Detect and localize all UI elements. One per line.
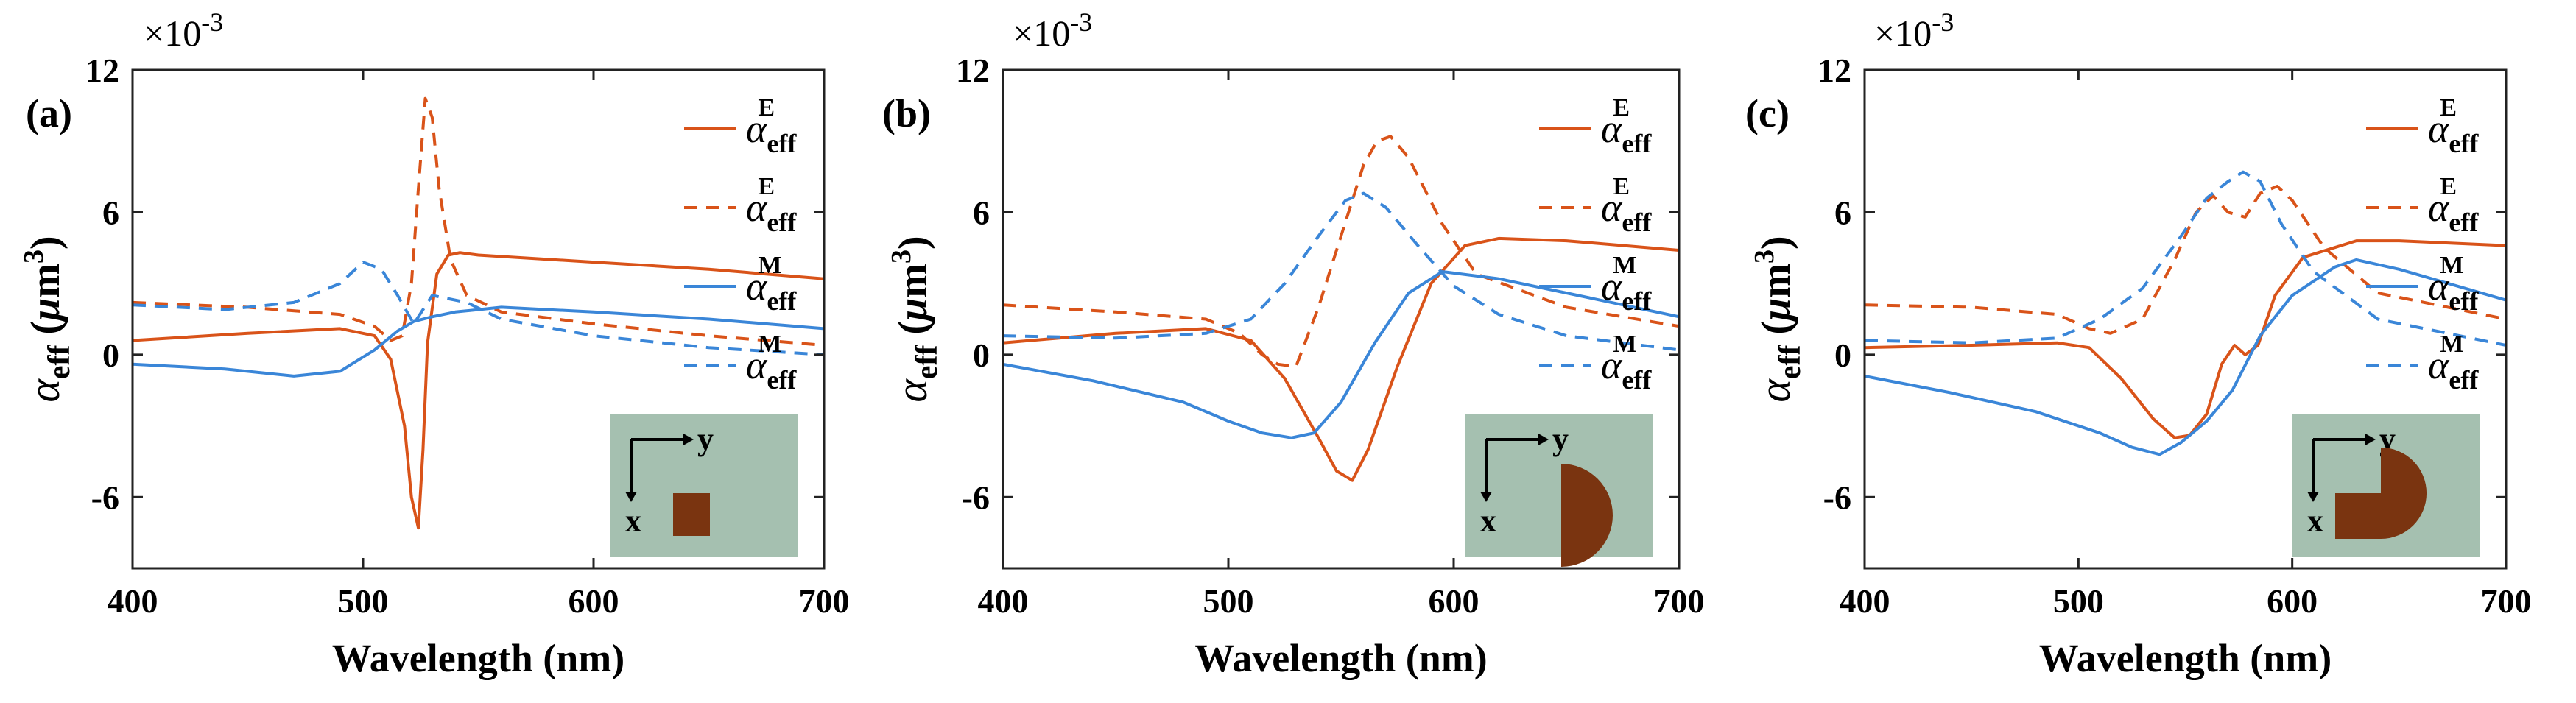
y-scale-multiplier: ×10-3 — [144, 7, 223, 54]
series-line-2-dashed-electric — [1003, 135, 1679, 368]
inset-x-arrowhead — [1480, 492, 1492, 502]
series-line-4-dashed-magnetic — [133, 261, 824, 356]
legend: αeffE αeffE αeffM αeffM — [684, 94, 797, 395]
series-line-3-solid-magnetic — [1003, 270, 1679, 439]
x-tick-label: 400 — [978, 582, 1029, 620]
y-tick-label: 0 — [973, 336, 990, 374]
y-axis-label: αeff (μm3) — [18, 236, 77, 402]
x-tick-label: 700 — [799, 582, 850, 620]
particle-shape — [673, 493, 710, 536]
inset-x-label: x — [625, 503, 641, 539]
y-tick-label: 6 — [973, 194, 990, 231]
y-tick-label: 0 — [1834, 336, 1851, 374]
inset-y-arrowhead — [1538, 434, 1549, 445]
x-tick-label: 500 — [1203, 582, 1254, 620]
legend-entry-2: αeffE — [1601, 173, 1652, 237]
chart-panel-2: 400 500 600 700 -6 0 6 12 Wavelength (nm) αeff (μ… — [882, 7, 1705, 680]
y-tick-label: 6 — [102, 194, 119, 231]
x-tick-label: 500 — [338, 582, 389, 620]
x-tick-label: 600 — [2267, 582, 2318, 620]
y-tick-label: 12 — [956, 52, 990, 89]
particle-shape — [1561, 464, 1613, 567]
inset-y-arrowhead — [683, 434, 694, 445]
legend-entry-3: αeffM — [746, 252, 797, 316]
y-tick-label: -6 — [1823, 478, 1851, 516]
legend-entry-1: αeffE — [2428, 94, 2479, 158]
y-tick-label: -6 — [962, 478, 990, 516]
series-line-2-dashed-electric — [133, 96, 824, 347]
particle-shape — [2335, 447, 2427, 539]
inset-background — [1465, 414, 1653, 557]
legend: αeffE αeffE αeffM αeffM — [2366, 94, 2479, 395]
legend-entry-3: αeffM — [2428, 252, 2479, 316]
inset-x-arrowhead — [2307, 492, 2319, 502]
x-axis-label: Wavelength (nm) — [1194, 636, 1488, 680]
legend-entry-2: αeffE — [746, 173, 797, 237]
legend-entry-1: αeffE — [746, 94, 797, 158]
inset-x-label: x — [1480, 503, 1496, 539]
y-tick-label: 6 — [1834, 194, 1851, 231]
inset-y-label: y — [1552, 421, 1569, 457]
x-tick-label: 700 — [1654, 582, 1705, 620]
inset-y-label: y — [697, 421, 714, 457]
particle-inset: yx — [2292, 414, 2480, 557]
x-tick-label: 700 — [2481, 582, 2532, 620]
legend-entry-4: αeffM — [1601, 331, 1652, 395]
x-tick-label: 500 — [2053, 582, 2104, 620]
legend-entry-3: αeffM — [1601, 252, 1652, 316]
series-line-1-solid-electric — [1865, 239, 2506, 439]
legend: αeffE αeffE αeffM αeffM — [1539, 94, 1652, 395]
y-tick-label: 0 — [102, 336, 119, 374]
y-tick-label: 12 — [1817, 52, 1851, 89]
x-tick-label: 600 — [569, 582, 619, 620]
chart-panel-3: 400 500 600 700 -6 0 6 12 Wavelength (nm) αeff (μ… — [1745, 7, 2532, 680]
x-axis-label: Wavelength (nm) — [332, 636, 625, 680]
legend-entry-2: αeffE — [2428, 173, 2479, 237]
series-line-3-solid-magnetic — [133, 305, 824, 378]
y-axis-label: αeff (μm3) — [1749, 236, 1807, 402]
y-scale-multiplier: ×10-3 — [1874, 7, 1954, 54]
y-tick-label: 12 — [85, 52, 119, 89]
series-line-4-dashed-magnetic — [1865, 170, 2506, 347]
series-line-2-dashed-electric — [1865, 185, 2506, 335]
y-tick-label: -6 — [91, 478, 119, 516]
inset-x-arrowhead — [625, 492, 637, 502]
legend-entry-4: αeffM — [746, 331, 797, 395]
inset-x-label: x — [2307, 503, 2323, 539]
y-scale-multiplier: ×10-3 — [1013, 7, 1092, 54]
panel-label: (a) — [26, 91, 72, 135]
legend-entry-4: αeffM — [2428, 331, 2479, 395]
series-line-1-solid-electric — [1003, 236, 1679, 482]
series-line-3-solid-magnetic — [1865, 258, 2506, 456]
y-axis-label: αeff (μm3) — [886, 236, 944, 402]
legend-entry-1: αeffE — [1601, 94, 1652, 158]
panel-label: (c) — [1745, 91, 1790, 135]
particle-inset: yx — [610, 414, 798, 557]
chart-panel-1: 400 500 600 700 -6 0 6 12 Wavelength (nm) αeff (μ… — [18, 7, 850, 680]
axes-box — [1863, 68, 2508, 570]
axes-box — [1002, 68, 1681, 570]
inset-y-arrowhead — [2365, 434, 2376, 445]
x-tick-label: 400 — [108, 582, 158, 620]
x-axis-label: Wavelength (nm) — [2039, 636, 2332, 680]
particle-inset: yx — [1465, 414, 1653, 567]
x-tick-label: 600 — [1429, 582, 1479, 620]
panel-label: (b) — [882, 91, 931, 135]
series-line-1-solid-electric — [133, 251, 824, 530]
series-line-4-dashed-magnetic — [1003, 191, 1679, 352]
x-tick-label: 400 — [1840, 582, 1890, 620]
axes-box — [131, 68, 826, 570]
